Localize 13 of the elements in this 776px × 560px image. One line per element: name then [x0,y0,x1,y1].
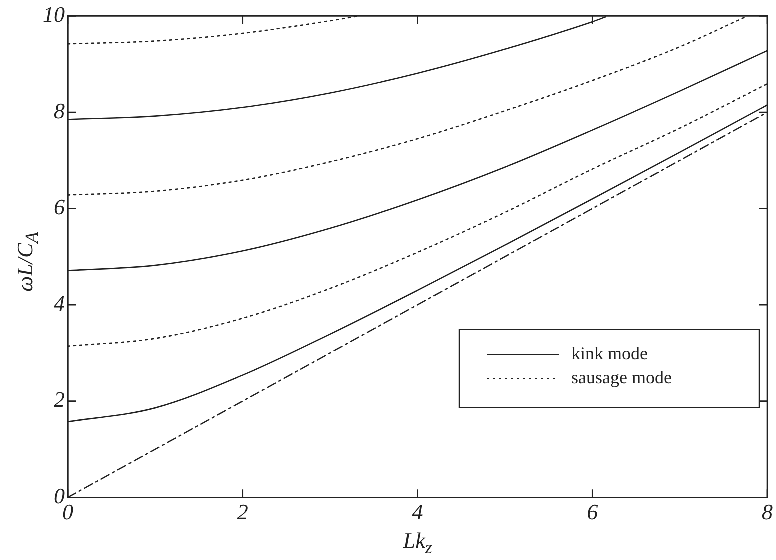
y-tick-label: 2 [54,387,65,412]
x-tick-label: 2 [237,500,248,525]
y-tick-label: 6 [54,194,65,220]
y-tick-label: 4 [54,290,65,316]
y-tick-label: 0 [54,483,65,508]
legend-label: kink mode [572,343,648,364]
x-axis-title: Lk$_{z}$ [402,528,434,558]
y-tick-label: 10 [43,2,65,27]
y-tick-label: 8 [54,98,65,124]
x-tick-label: 4 [412,500,424,525]
legend-label: sausage mode [572,367,672,388]
x-tick-label: 8 [762,500,773,525]
x-tick-label: 6 [587,500,598,525]
